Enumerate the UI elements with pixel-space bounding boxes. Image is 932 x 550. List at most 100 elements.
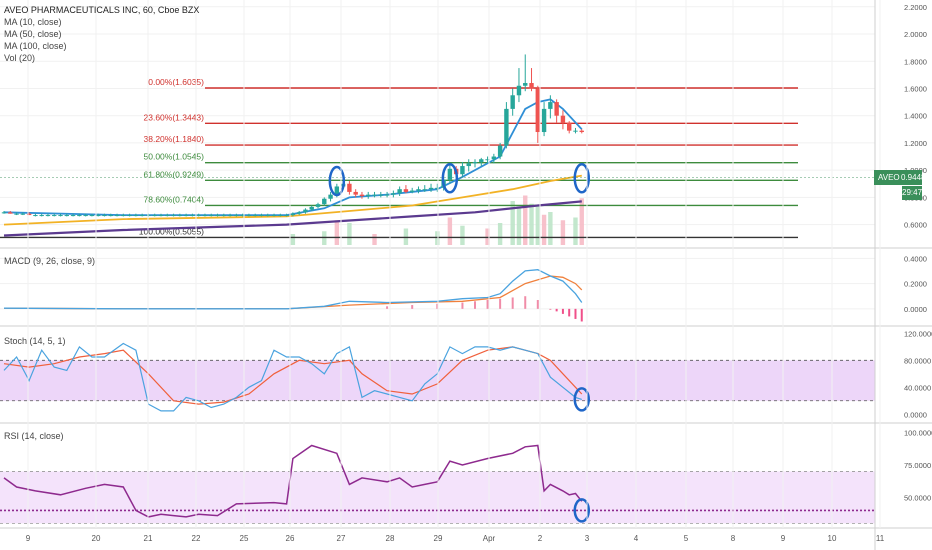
x-tick-label: 4 <box>634 534 639 543</box>
macd-histogram-bar <box>411 305 414 309</box>
stoch-tick-label: 80.0000 <box>904 356 931 365</box>
chart-title: AVEO PHARMACEUTICALS INC, 60, Cboe BZX <box>4 5 200 15</box>
candle-body <box>271 215 277 217</box>
candle-body <box>58 215 63 217</box>
volume-bar <box>573 217 578 245</box>
stoch-tick-label: 120.0000 <box>904 329 932 338</box>
study-ma10-label[interactable]: MA (10, close) <box>4 17 62 27</box>
volume-bar <box>529 203 534 245</box>
volume-bar <box>535 206 540 245</box>
macd-histogram-bar <box>486 300 489 309</box>
study-ma100-label[interactable]: MA (100, close) <box>4 41 67 51</box>
candle-body <box>265 215 270 217</box>
candle-body <box>165 215 170 217</box>
macd-histogram-bar <box>436 303 439 309</box>
candle-body <box>8 212 13 214</box>
candle-body <box>460 166 465 175</box>
study-ma50-label[interactable]: MA (50, close) <box>4 29 62 39</box>
fib-level-label: 23.60%(1.3443) <box>144 112 205 122</box>
rsi-pane[interactable]: 50.0000 75.0000 100.0000 <box>0 428 932 524</box>
candle-body <box>202 215 208 217</box>
candle-body <box>516 85 522 96</box>
stoch-tick-label: 40.0000 <box>904 383 931 392</box>
x-tick-label: 29 <box>434 534 443 543</box>
volume-bar <box>460 225 465 245</box>
candle-body <box>479 159 484 162</box>
macd-histogram-bar <box>580 308 583 322</box>
x-tick-label: 28 <box>386 534 395 543</box>
candle-body <box>96 215 101 217</box>
fib-level-label: 50.00%(1.0545) <box>144 152 205 162</box>
stoch-label[interactable]: Stoch (14, 5, 1) <box>4 336 66 346</box>
candle-body <box>234 215 239 217</box>
x-tick-label: 20 <box>92 534 101 543</box>
candle-body <box>491 156 497 160</box>
annotation-circle <box>573 163 591 194</box>
candle-body <box>334 186 340 195</box>
candle-body <box>190 215 195 217</box>
candle-body <box>391 193 396 195</box>
macd-label[interactable]: MACD (9, 26, close, 9) <box>4 256 96 266</box>
candle-body <box>290 213 296 216</box>
candle-body <box>347 183 352 192</box>
x-tick-label: Apr <box>483 534 496 543</box>
candle-body <box>579 130 584 133</box>
macd-pane[interactable]: 0.0000 0.2000 0.4000 <box>0 254 927 322</box>
candle-body <box>328 194 333 199</box>
x-tick-label: 2 <box>538 534 543 543</box>
candle-body <box>77 215 82 217</box>
candle-body <box>366 194 371 196</box>
candle-body <box>70 215 76 217</box>
candle-body <box>108 215 113 217</box>
fib-level-label: 38.20%(1.1840) <box>144 134 205 144</box>
volume-bar <box>560 220 566 245</box>
candle-body <box>510 95 515 109</box>
candle-body <box>428 187 434 190</box>
annotation-circle <box>573 498 591 523</box>
fib-level-label: 61.80%(0.9249) <box>144 169 205 179</box>
x-tick-label: 3 <box>585 534 590 543</box>
x-tick-label: 27 <box>337 534 346 543</box>
candle-body <box>33 215 38 217</box>
x-tick-label: 26 <box>286 534 295 543</box>
candle-body <box>466 163 471 167</box>
candle-body <box>14 213 19 215</box>
fib-level-label: 100.00%(0.5055) <box>139 226 204 236</box>
candle-body <box>447 168 453 180</box>
candle-body <box>541 108 547 133</box>
rsi-label[interactable]: RSI (14, close) <box>4 431 64 441</box>
volume-bar <box>523 195 528 245</box>
volume-bar <box>548 212 553 245</box>
stoch-k-line <box>3 342 582 412</box>
candle-body <box>52 215 57 217</box>
macd-histogram-bar <box>386 306 389 309</box>
volume-bar <box>510 201 515 245</box>
candle-body <box>497 145 503 157</box>
rsi-tick-label: 100.0000 <box>904 428 932 437</box>
candle-body <box>121 215 126 217</box>
candle-body <box>403 189 409 192</box>
macd-histogram-bar <box>524 296 527 309</box>
candle-body <box>259 215 264 217</box>
candle-body <box>472 161 478 164</box>
price-pane[interactable]: 0.60000.80001.00001.20001.40001.60001.80… <box>0 3 927 245</box>
candle-body <box>504 108 509 146</box>
last-price-tag: AVEO 0.9448 <box>874 170 925 185</box>
x-tick-label: 9 <box>781 534 786 543</box>
candle-body <box>535 88 540 133</box>
stoch-pane[interactable]: 0.0000 40.0000 80.0000 120.0000 <box>0 329 932 419</box>
candle-body <box>397 189 402 194</box>
macd-tick-label: 0.4000 <box>904 254 927 263</box>
rsi-line <box>3 444 583 518</box>
x-tick-label: 11 <box>876 534 885 543</box>
macd-histogram-bar <box>555 308 558 312</box>
price-tick-label: 0.6000 <box>904 221 927 230</box>
volume-bar <box>497 223 503 245</box>
candle-body <box>372 194 377 196</box>
study-vol-label[interactable]: Vol (20) <box>4 53 36 63</box>
candle-body <box>39 215 44 217</box>
macd-tick-label: 0.0000 <box>904 305 927 314</box>
candle-body <box>284 215 289 217</box>
macd-histogram-bar <box>568 308 571 317</box>
